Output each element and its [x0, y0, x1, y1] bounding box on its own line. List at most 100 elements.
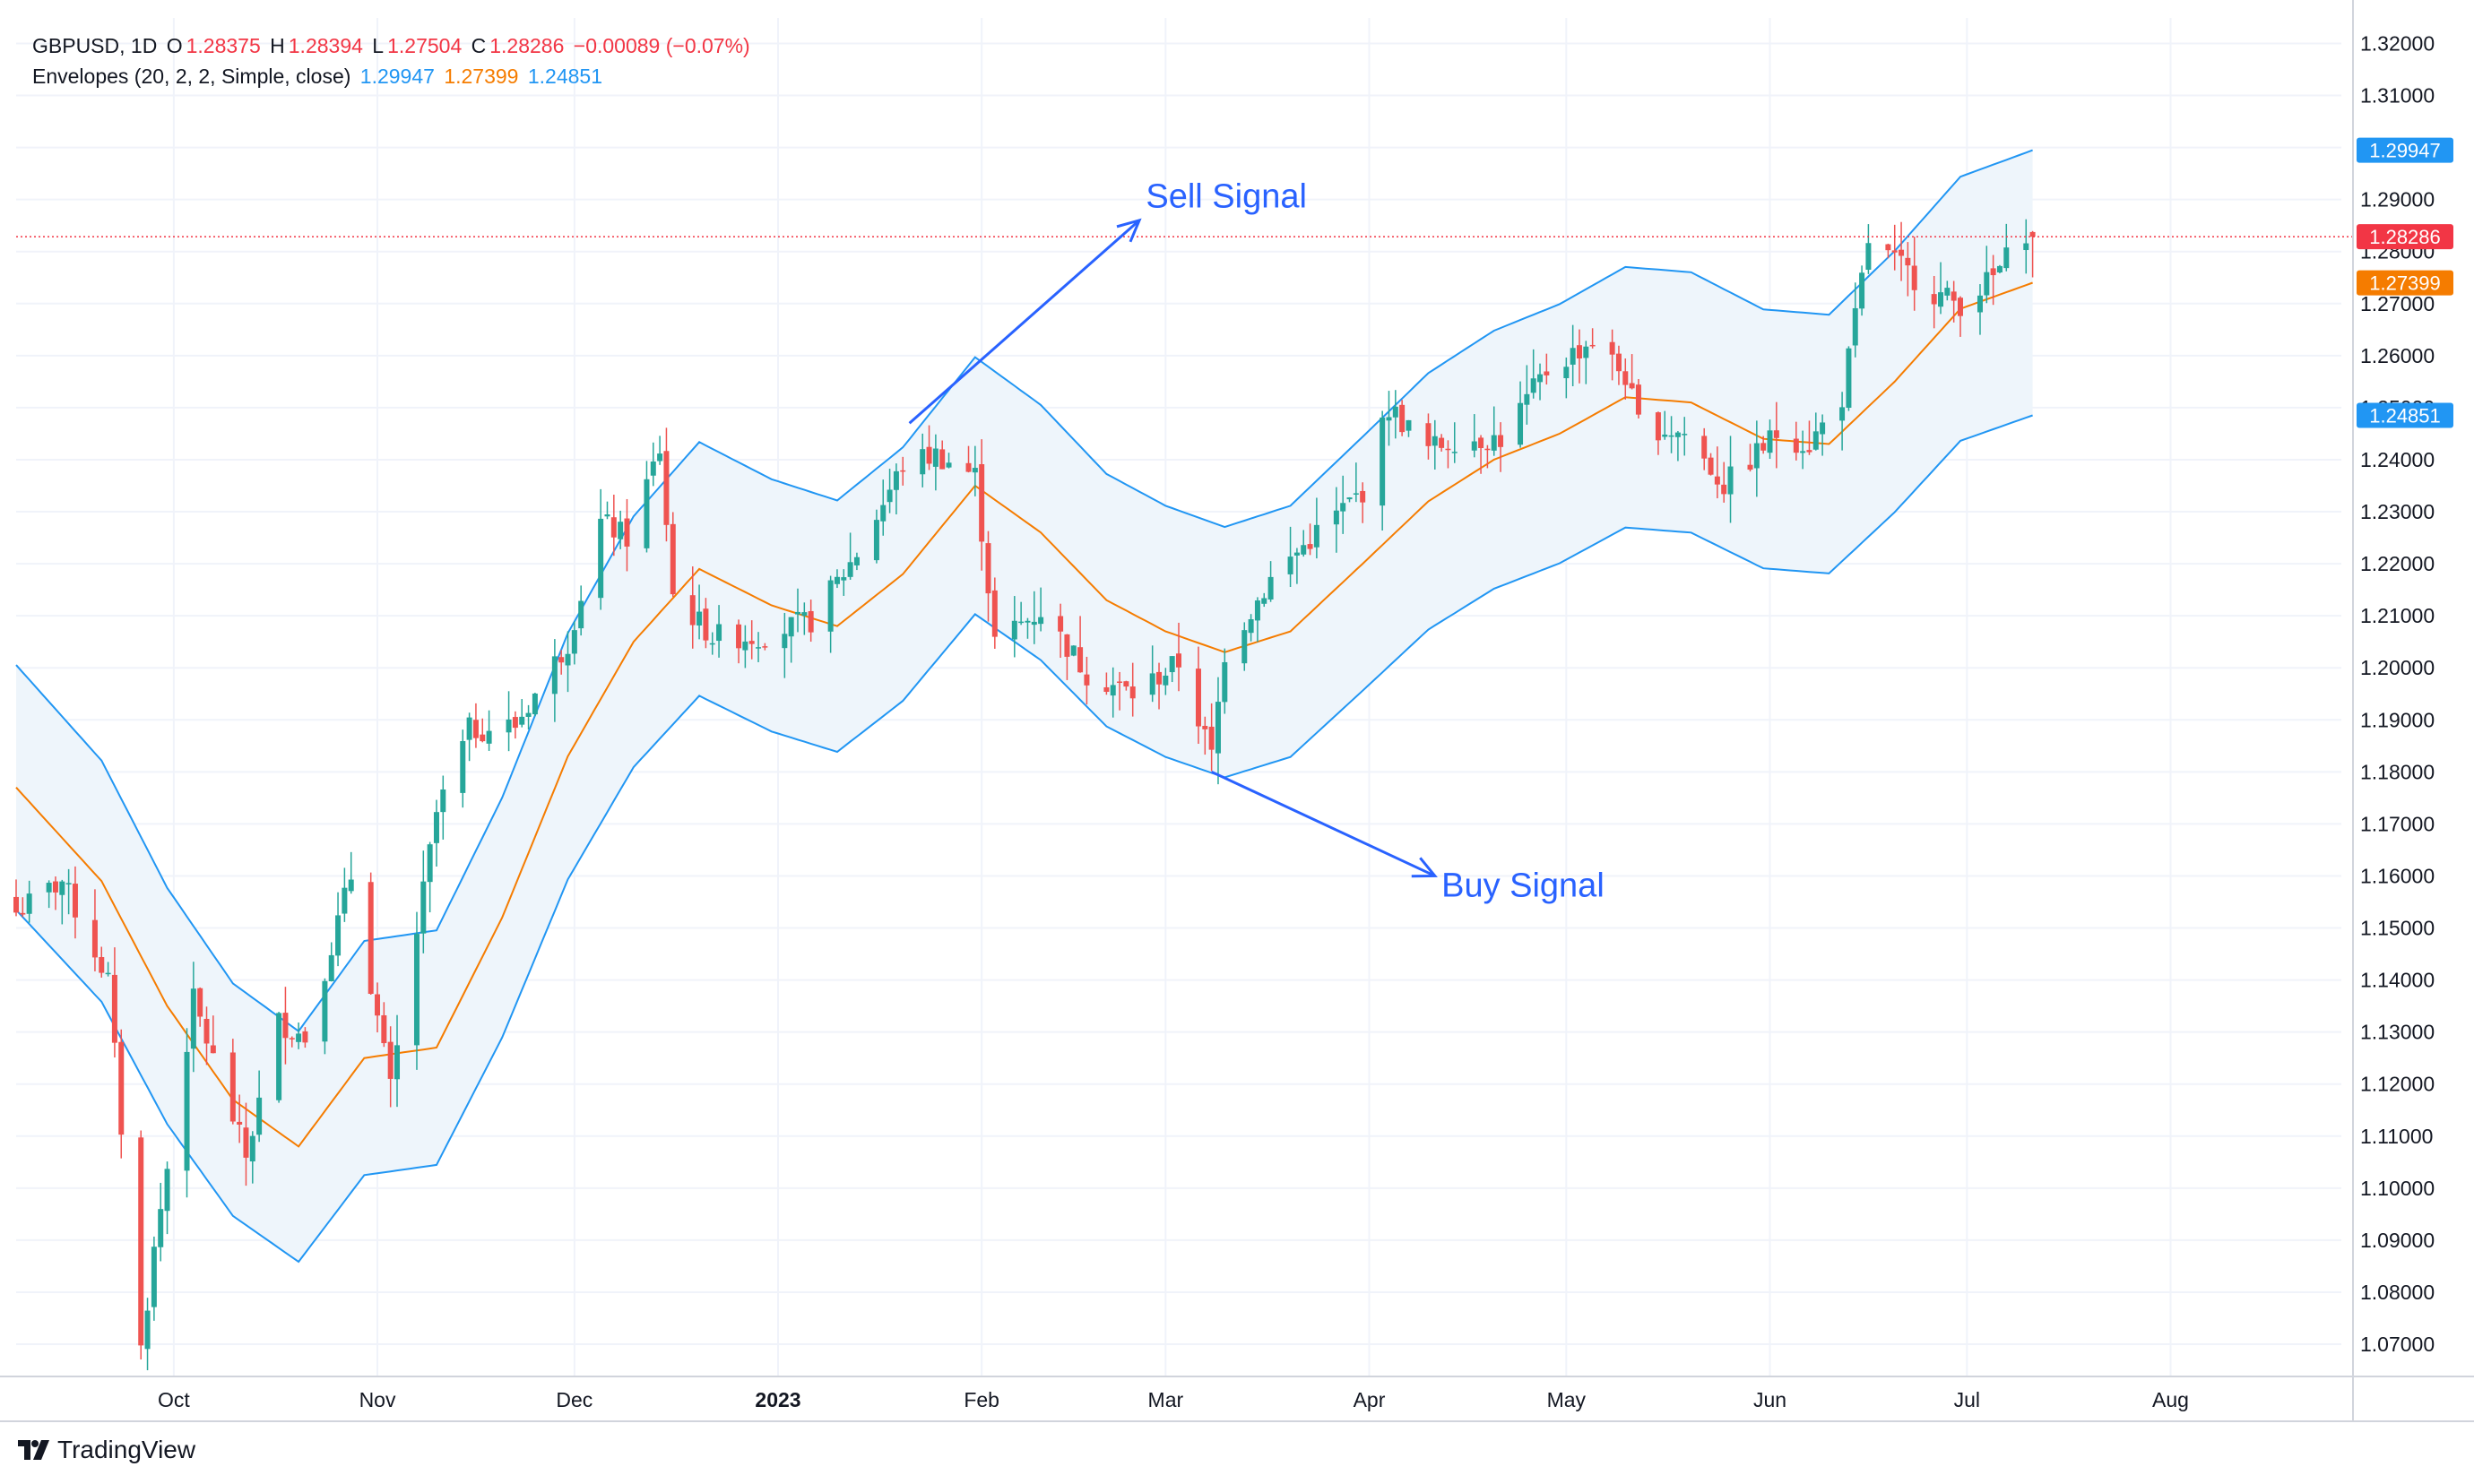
candle-body: [1117, 681, 1123, 684]
envelope-lower-value: 1.24851: [527, 65, 602, 88]
candle-body: [1077, 647, 1084, 673]
candle-body: [282, 1013, 289, 1039]
candle-body: [939, 449, 946, 470]
time-tick-label: Dec: [556, 1388, 593, 1411]
candle-body: [1380, 417, 1386, 506]
indicator-label: Envelopes (20, 2, 2, Simple, close): [32, 65, 351, 88]
price-tag-label: 1.27399: [2369, 272, 2441, 295]
candle-body: [1951, 291, 1957, 301]
candle-body: [1996, 265, 2003, 272]
candle-body: [1708, 457, 1714, 475]
candle-body: [249, 1135, 255, 1162]
candle-body: [1241, 630, 1248, 664]
candle-body: [1399, 404, 1406, 433]
candle-body: [1674, 432, 1681, 437]
candle-body: [703, 608, 709, 641]
candle-body: [920, 449, 926, 475]
candle-body: [105, 972, 111, 975]
annotation-arrow: [1211, 770, 1436, 877]
candle-body: [210, 1045, 216, 1054]
candle-body: [736, 624, 742, 649]
candle-body: [1662, 434, 1668, 437]
price-tick-label: 1.24000: [2360, 448, 2435, 471]
candle-body: [946, 462, 952, 468]
candle-body: [794, 611, 800, 615]
candle-body: [610, 517, 617, 538]
candle-body: [887, 489, 893, 503]
candle-body: [328, 954, 334, 981]
candle-body: [394, 1045, 401, 1080]
candle-body: [1103, 686, 1110, 693]
price-tick-label: 1.11000: [2360, 1125, 2433, 1148]
candle-body: [1176, 653, 1181, 668]
candle-body: [604, 514, 610, 517]
close-value: 1.28286: [489, 34, 565, 57]
candle-body: [2023, 243, 2029, 251]
candle-body: [1767, 430, 1773, 453]
candle-body: [827, 580, 834, 632]
candle-body: [1793, 438, 1799, 453]
price-tick-label: 1.26000: [2360, 344, 2435, 367]
candle-body: [1629, 383, 1635, 389]
candle-body: [1760, 443, 1767, 451]
candle-body: [853, 556, 860, 565]
candle-body: [1425, 423, 1432, 446]
candle-body: [1589, 344, 1596, 347]
indicator-legend[interactable]: Envelopes (20, 2, 2, Simple, close) 1.29…: [32, 65, 606, 89]
high-label: H: [270, 34, 285, 57]
high-value: 1.28394: [288, 34, 363, 57]
candle-body: [1977, 295, 1983, 313]
candle-body: [657, 453, 663, 462]
candle-body: [926, 446, 932, 464]
time-tick-label: Apr: [1354, 1388, 1386, 1411]
candle-body: [880, 505, 887, 522]
price-tick-label: 1.23000: [2360, 500, 2435, 523]
annotation-arrow: [908, 219, 1141, 425]
candle-body: [1655, 412, 1661, 441]
candle-body: [1169, 656, 1175, 673]
candle-body: [65, 883, 72, 884]
candle-body: [190, 988, 196, 1049]
candle-body: [1038, 617, 1044, 625]
candle-body: [1439, 437, 1445, 448]
candle-body: [1839, 407, 1846, 421]
candle-body: [716, 624, 722, 642]
candle-body: [59, 881, 65, 895]
candle-body: [834, 576, 840, 584]
candle-body: [472, 720, 479, 738]
candle-body: [979, 463, 985, 542]
tradingview-logo[interactable]: TradingView: [18, 1436, 195, 1464]
price-tick-label: 1.14000: [2360, 969, 2435, 992]
candle-body: [1852, 307, 1858, 346]
candle-body: [1899, 249, 1905, 256]
candle-body: [1938, 292, 1944, 307]
candle-body: [1806, 450, 1812, 453]
candle-body: [466, 717, 472, 740]
symbol-label[interactable]: GBPUSD, 1D: [32, 34, 158, 57]
candle-body: [1215, 702, 1221, 754]
candle-body: [1484, 448, 1491, 451]
candle-body: [644, 479, 650, 548]
candle-body: [1747, 464, 1753, 470]
candle-body: [1859, 272, 1865, 309]
candle-body: [519, 716, 525, 725]
candle-body: [1110, 685, 1116, 696]
candle-body: [1031, 621, 1037, 626]
price-tick-label: 1.18000: [2360, 760, 2435, 783]
candle-body: [229, 1052, 236, 1122]
candle-body: [1714, 476, 1720, 485]
price-tick-label: 1.20000: [2360, 656, 2435, 679]
price-tick-label: 1.32000: [2360, 31, 2435, 55]
candle-body: [1891, 250, 1898, 253]
candle-body: [1195, 669, 1201, 727]
candle-body: [782, 634, 788, 649]
candle-body: [440, 789, 446, 813]
candle-body: [1058, 616, 1064, 632]
candle-body: [1248, 619, 1254, 634]
candle-body: [847, 562, 853, 577]
candle-body: [72, 884, 78, 918]
candle-body: [801, 612, 808, 617]
time-tick-label: Mar: [1148, 1388, 1184, 1411]
candle-body: [571, 630, 577, 654]
